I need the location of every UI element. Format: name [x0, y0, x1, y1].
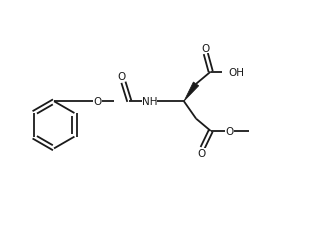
Text: OH: OH — [229, 67, 245, 77]
Text: NH: NH — [142, 97, 157, 107]
Polygon shape — [184, 83, 199, 102]
Text: O: O — [94, 97, 102, 107]
Text: O: O — [118, 72, 126, 82]
Text: O: O — [197, 149, 206, 159]
Text: O: O — [225, 126, 234, 136]
Text: O: O — [202, 44, 210, 54]
